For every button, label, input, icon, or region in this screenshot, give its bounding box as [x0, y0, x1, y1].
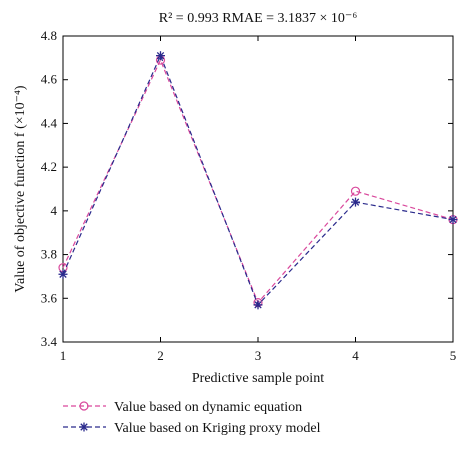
- legend-label-1: Value based on dynamic equation: [114, 400, 302, 415]
- x-tick-label: 5: [450, 348, 457, 363]
- series-2-point: [58, 269, 68, 279]
- y-axis-ticks: 3.4 3.6 3.8 4 4.2 4.4 4.6 4.8: [41, 28, 453, 349]
- x-tick-label: 2: [157, 348, 164, 363]
- x-tick-label: 3: [255, 348, 262, 363]
- legend-label-2: Value based on Kriging proxy model: [114, 421, 321, 436]
- legend-marker-1: [79, 401, 89, 411]
- series-line-2: [62, 54, 454, 306]
- y-tick-label: 4.4: [41, 115, 58, 130]
- y-axis-label: Value of objective function f (×10⁻⁴): [13, 85, 28, 292]
- y-tick-label: 3.4: [41, 334, 58, 349]
- y-tick-label: 4: [51, 203, 58, 218]
- x-tick-label: 4: [352, 348, 359, 363]
- y-tick-label: 4.8: [41, 28, 57, 43]
- series-layer: [58, 51, 458, 310]
- legend: Value based on dynamic equation Value bas…: [63, 400, 321, 436]
- y-tick-label: 3.8: [41, 247, 57, 262]
- series-1-point: [350, 186, 361, 196]
- x-axis-label: Predictive sample point: [192, 371, 324, 386]
- series-line-1: [62, 58, 454, 304]
- legend-marker-2: [79, 422, 89, 432]
- series-2-point: [351, 197, 360, 207]
- y-tick-label: 4.2: [41, 159, 57, 174]
- series-2-point: [253, 300, 263, 310]
- y-tick-label: 4.6: [41, 72, 58, 87]
- series-2-point: [448, 215, 458, 225]
- y-tick-label: 3.6: [41, 290, 58, 305]
- plot-area-frame: [62, 35, 454, 343]
- chart-title: R² = 0.993 RMAE = 3.1837 × 10⁻⁶: [159, 11, 358, 26]
- x-axis-ticks: 1 2 3 4 5: [60, 36, 457, 363]
- series-2-point: [156, 51, 165, 61]
- x-tick-label: 1: [60, 348, 67, 363]
